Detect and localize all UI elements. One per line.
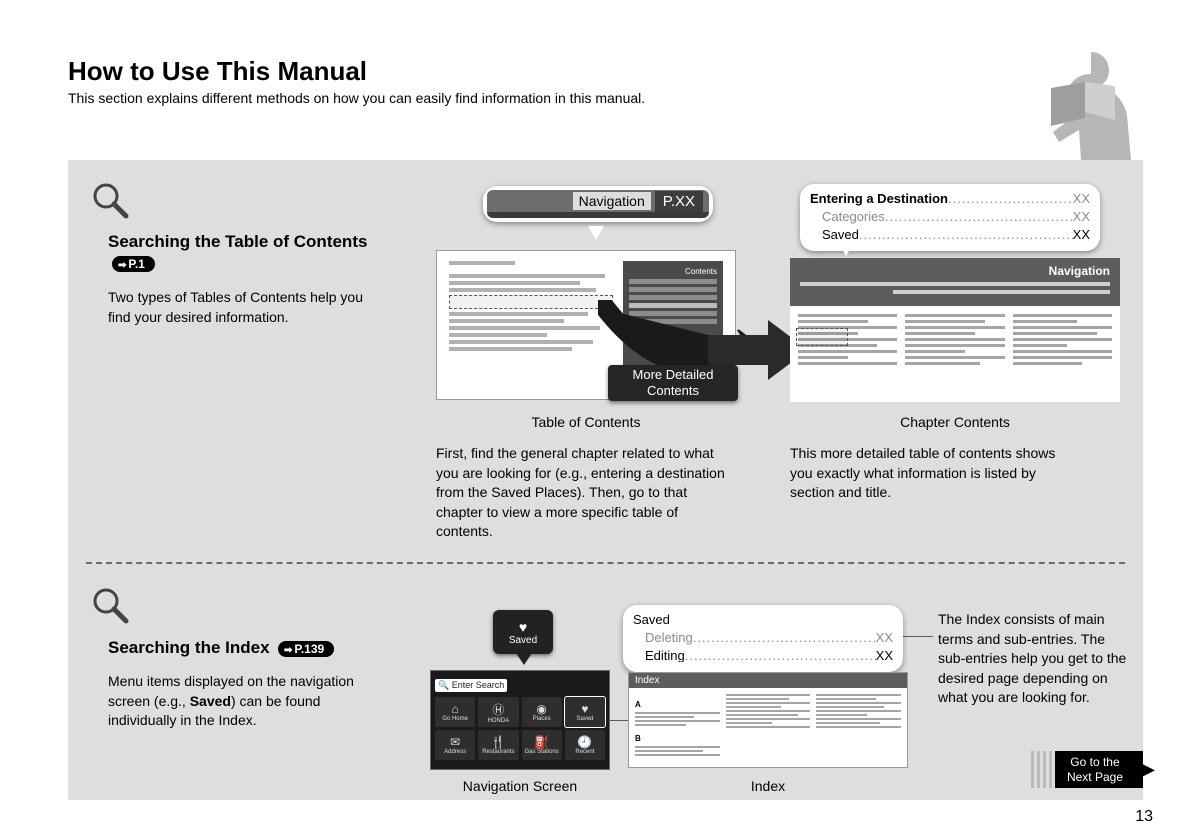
entering-row-0-page: XX bbox=[1073, 208, 1090, 226]
chapter-highlight bbox=[796, 328, 848, 346]
chapter-body-thumbnail bbox=[790, 306, 1120, 402]
heart-icon: ♥ bbox=[519, 619, 527, 635]
entering-title: Entering a Destination bbox=[810, 190, 948, 208]
more-detailed-line1: More Detailed bbox=[633, 367, 714, 383]
navscreen-cell-7: 🕘Recent bbox=[565, 730, 605, 760]
more-detailed-line2: Contents bbox=[647, 383, 699, 399]
index-body-bold: Saved bbox=[190, 693, 231, 709]
reader-silhouette-icon bbox=[1011, 40, 1151, 160]
navscreen-cell-2: ◉Places bbox=[522, 697, 562, 727]
navscreen-label: Navigation Screen bbox=[430, 778, 610, 794]
nav-callout-label: Navigation bbox=[573, 192, 651, 210]
entering-callout-tail bbox=[838, 242, 854, 256]
index-heading-row: Searching the Index ➡P.139 bbox=[108, 638, 334, 658]
index-heading: Searching the Index bbox=[108, 638, 270, 657]
saved-bubble-tail bbox=[516, 653, 532, 665]
navscreen-cell-0: ⌂Go Home bbox=[435, 697, 475, 727]
magnifier-icon bbox=[90, 180, 130, 220]
page-subtitle: This section explains different methods … bbox=[68, 90, 645, 106]
toc-badge-text: P.1 bbox=[128, 257, 144, 271]
index-description: The Index consists of main terms and sub… bbox=[938, 610, 1128, 708]
navscreen-cell-1: ⒽHONDA bbox=[478, 697, 518, 727]
saved-bubble-label: Saved bbox=[509, 635, 537, 646]
chapter-thumbnail-label: Chapter Contents bbox=[790, 414, 1120, 430]
index-header: Index bbox=[629, 673, 907, 688]
navscreen-cell-3: ♥Saved bbox=[565, 697, 605, 727]
goto-line1: Go to the bbox=[1070, 755, 1119, 769]
nav-callout-page: P.XX bbox=[655, 191, 703, 212]
navscreen-search: 🔍 Enter Search bbox=[435, 679, 507, 692]
toc-heading: Searching the Table of Contents bbox=[108, 232, 367, 252]
navigation-screen-thumbnail: 🔍 Enter Search ⌂Go HomeⒽHONDA◉Places♥Sav… bbox=[430, 670, 610, 770]
page-title: How to Use This Manual bbox=[68, 56, 367, 87]
toc-page-badge: ➡P.1 bbox=[108, 255, 155, 273]
index-badge-text: P.139 bbox=[294, 642, 324, 656]
leader-line-2 bbox=[903, 636, 933, 637]
navscreen-cell-6: ⛽Gas Stations bbox=[522, 730, 562, 760]
more-detailed-label: More Detailed Contents bbox=[608, 365, 738, 401]
chapter-description: This more detailed table of contents sho… bbox=[790, 444, 1080, 503]
saved-callout: Saved DeletingXX EditingXX bbox=[623, 605, 903, 672]
index-thumbnail: Index AB bbox=[628, 672, 908, 768]
saved-bubble: ♥ Saved bbox=[493, 610, 553, 654]
section-divider bbox=[86, 562, 1125, 564]
entering-row-0: Categories bbox=[822, 208, 885, 226]
entering-title-page: XX bbox=[1073, 190, 1090, 208]
entering-destination-callout: Entering a DestinationXX CategoriesXX Sa… bbox=[800, 184, 1100, 251]
saved-row-0-page: XX bbox=[876, 629, 893, 647]
toc-thumbnail-label: Table of Contents bbox=[436, 414, 736, 430]
chapter-header: Navigation bbox=[790, 258, 1120, 306]
toc-description: First, find the general chapter related … bbox=[436, 444, 736, 542]
leader-line-1 bbox=[610, 720, 630, 721]
saved-callout-title: Saved bbox=[633, 611, 670, 629]
chapter-header-text: Navigation bbox=[1049, 264, 1110, 278]
index-thumbnail-label: Index bbox=[628, 778, 908, 794]
navigation-callout: Navigation P.XX bbox=[483, 186, 713, 222]
page-number: 13 bbox=[1135, 808, 1153, 826]
saved-row-0: Deleting bbox=[645, 629, 693, 647]
index-body: Menu items displayed on the navigation s… bbox=[108, 672, 388, 731]
saved-row-1-page: XX bbox=[876, 647, 893, 665]
goto-line2: Next Page bbox=[1067, 770, 1123, 784]
magnifier-icon-2 bbox=[90, 585, 130, 625]
entering-row-1-page: XX bbox=[1073, 226, 1090, 244]
nav-callout-tail bbox=[588, 226, 604, 240]
content-card: Searching the Table of Contents ➡P.1 Two… bbox=[68, 160, 1143, 800]
navscreen-cell-4: ✉Address bbox=[435, 730, 475, 760]
toc-body: Two types of Tables of Contents help you… bbox=[108, 288, 388, 327]
navscreen-cell-5: 🍴Restaurants bbox=[478, 730, 518, 760]
goto-next-page[interactable]: Go to the Next Page bbox=[1055, 751, 1143, 788]
